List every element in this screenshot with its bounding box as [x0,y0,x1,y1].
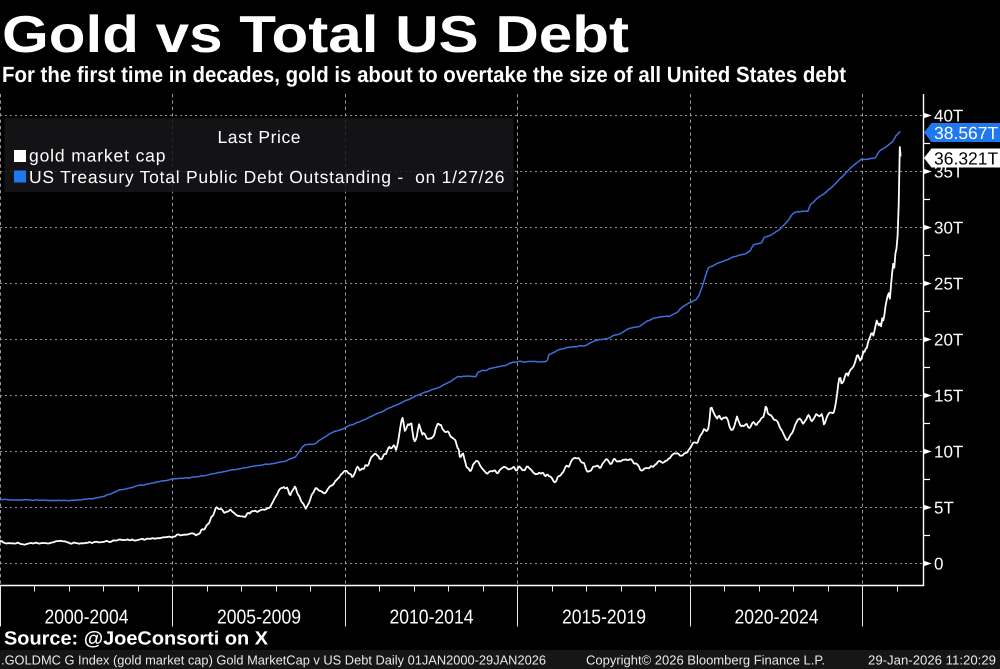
svg-text:2005-2009: 2005-2009 [217,607,301,629]
svg-text:gold market cap: gold market cap [29,146,166,166]
svg-text:30T: 30T [934,219,963,238]
svg-text:5T: 5T [934,499,954,518]
svg-text:Gold vs Total US Debt: Gold vs Total US Debt [2,6,629,64]
svg-text:2015-2019: 2015-2019 [562,607,646,629]
svg-text:.GOLDMC G Index (gold market c: .GOLDMC G Index (gold market cap) Gold M… [1,653,546,668]
svg-text:20T: 20T [934,331,963,350]
svg-text:2000-2004: 2000-2004 [45,607,129,629]
svg-text:29-Jan-2026 11:20:29: 29-Jan-2026 11:20:29 [868,653,996,668]
svg-text:Last Price: Last Price [218,127,301,147]
svg-text:10T: 10T [934,443,963,462]
svg-text:2020-2024: 2020-2024 [735,607,819,629]
svg-text:For the first time in decades,: For the first time in decades, gold is a… [2,62,847,87]
svg-text:US Treasury Total Public Debt: US Treasury Total Public Debt Outstandin… [29,167,505,187]
svg-text:40T: 40T [934,107,963,126]
svg-text:Source: @JoeConsorti on X: Source: @JoeConsorti on X [4,629,268,650]
svg-text:Copyright© 2026 Bloomberg Fina: Copyright© 2026 Bloomberg Finance L.P. [586,653,825,668]
svg-text:0: 0 [934,555,943,574]
svg-text:15T: 15T [934,387,963,406]
svg-text:38.567T: 38.567T [934,123,999,143]
svg-text:36.321T: 36.321T [934,149,999,169]
svg-text:2010-2014: 2010-2014 [390,607,474,629]
svg-text:25T: 25T [934,275,963,294]
